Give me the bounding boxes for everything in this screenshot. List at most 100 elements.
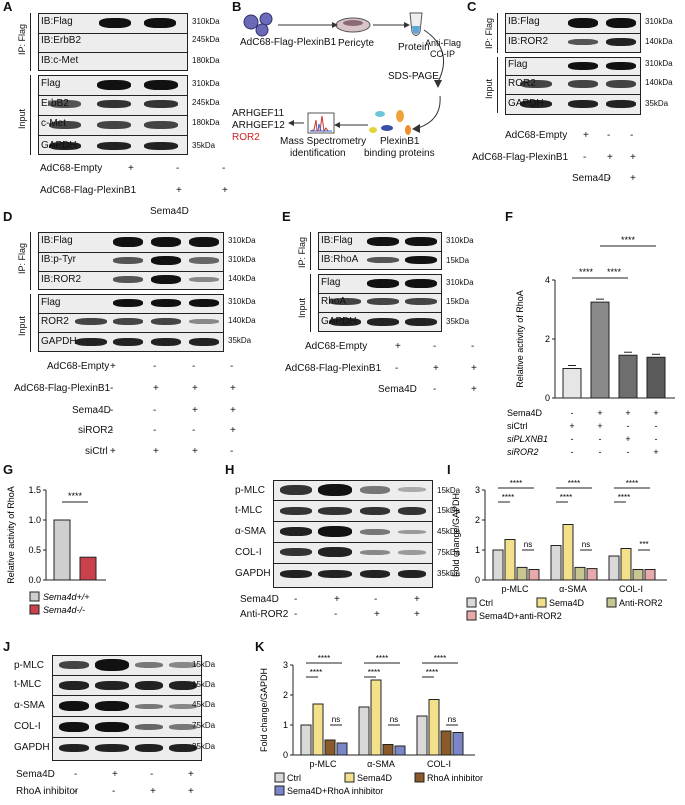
bar bbox=[586, 568, 598, 581]
marker-label: 180kDa bbox=[192, 56, 220, 65]
chart-g: 0.0 0.5 1.0 1.5 Relative activity of RhoA ***… bbox=[6, 485, 106, 615]
marker-label: 35kDa bbox=[446, 317, 470, 326]
sig-label: ns bbox=[582, 540, 590, 549]
marker-label: 140kDa bbox=[645, 78, 673, 87]
bar bbox=[312, 703, 324, 756]
legend-label: Sema4d-/- bbox=[43, 605, 85, 615]
row-label: Flag bbox=[41, 78, 61, 89]
sig-label: **** bbox=[607, 267, 622, 277]
y-axis-label: Fold change/GAPDH bbox=[259, 668, 269, 752]
panel-c: IP: Flag Input IB:Flag IB:ROR2 Flag ROR2… bbox=[484, 13, 685, 118]
protein-label: Protein bbox=[398, 42, 430, 53]
cond-label: Sema4D bbox=[150, 206, 189, 217]
panel-letter-b: B bbox=[232, 0, 242, 14]
sig-label: ns bbox=[332, 715, 340, 724]
marker-label: 245kDa bbox=[192, 35, 220, 44]
bar bbox=[618, 354, 638, 399]
legend-swatch bbox=[466, 610, 477, 621]
row-label: t-MLC bbox=[14, 679, 42, 690]
sig-label: **** bbox=[560, 493, 572, 502]
panel-letter-c: C bbox=[467, 0, 477, 14]
sign: - bbox=[230, 446, 234, 457]
coip-label: CO-IP bbox=[430, 49, 456, 59]
legend-swatch bbox=[274, 772, 285, 783]
sign: + bbox=[192, 405, 198, 416]
x-tick-label: α-SMA bbox=[367, 759, 395, 769]
marker-label: 35kDa bbox=[192, 742, 216, 751]
sig-label: **** bbox=[426, 668, 438, 677]
sign: + bbox=[625, 408, 630, 418]
input-blot-d bbox=[38, 294, 224, 352]
bar bbox=[394, 745, 406, 756]
bar bbox=[300, 724, 312, 756]
sign: - bbox=[74, 769, 78, 780]
blot-j bbox=[52, 655, 202, 761]
sig-label: **** bbox=[626, 479, 638, 488]
ip-label: IP: Flag bbox=[17, 23, 27, 55]
marker-label: 45kDa bbox=[437, 527, 461, 536]
sign: - bbox=[222, 163, 226, 174]
cond-label: Sema4D bbox=[72, 405, 111, 416]
row-label: p-MLC bbox=[14, 660, 45, 671]
row-label: GAPDH bbox=[41, 140, 77, 151]
sign: - bbox=[571, 447, 574, 457]
sig-label: **** bbox=[434, 654, 446, 663]
marker-label: 75kDa bbox=[192, 721, 216, 730]
panel-letter-i: I bbox=[447, 462, 451, 477]
sign: - bbox=[599, 447, 602, 457]
bar bbox=[620, 548, 632, 581]
y-tick-label: 0 bbox=[283, 750, 288, 760]
sign: + bbox=[597, 408, 602, 418]
bar bbox=[416, 715, 428, 756]
chart-f: 0 2 4 Relative activity of RhoA **** **** ****… bbox=[507, 235, 675, 457]
legend-label: Sema4d+/+ bbox=[43, 592, 90, 602]
row-label: GAPDH bbox=[508, 98, 544, 109]
arrow bbox=[423, 29, 445, 83]
sign: - bbox=[433, 341, 437, 352]
input-blot-a bbox=[38, 75, 188, 155]
marker-label: 35kDa bbox=[645, 99, 669, 108]
sign: - bbox=[153, 405, 157, 416]
y-tick-label: 1 bbox=[283, 720, 288, 730]
input-blot-e bbox=[318, 274, 442, 332]
cond-label: Sema4D bbox=[240, 594, 279, 605]
bar bbox=[324, 739, 336, 756]
cond-label: Sema4D bbox=[572, 173, 611, 184]
marker-label: 310kDa bbox=[228, 236, 256, 245]
marker-label: 310kDa bbox=[192, 17, 220, 26]
x-tick-label: COL-I bbox=[619, 584, 643, 594]
cond-label: AdC68-Flag-PlexinB1 bbox=[40, 185, 137, 196]
sign: - bbox=[192, 425, 196, 436]
bar bbox=[428, 699, 440, 756]
bar bbox=[632, 569, 644, 581]
row-label: IB:c-Met bbox=[41, 55, 79, 66]
virus-label: AdC68-Flag-PlexinB1 bbox=[240, 37, 337, 48]
panel-a: IP: Flag Input IB:Flag IB:ErbB2 IB:c-Met… bbox=[17, 13, 242, 155]
bar bbox=[358, 706, 370, 756]
input-blot-c bbox=[505, 57, 641, 115]
bar bbox=[528, 569, 540, 581]
marker-label: 15kDa bbox=[446, 256, 470, 265]
hit-label: ARHGEF12 bbox=[232, 120, 285, 131]
bar bbox=[452, 732, 464, 756]
row-label: α-SMA bbox=[14, 700, 45, 711]
bar bbox=[516, 566, 528, 581]
sign: - bbox=[110, 383, 114, 394]
cond-label: AdC68-Empty bbox=[505, 130, 568, 141]
sig-label: **** bbox=[510, 479, 522, 488]
legend-label: Sema4D bbox=[357, 773, 393, 783]
row-label: c-Met bbox=[41, 118, 66, 129]
sign: + bbox=[607, 152, 613, 163]
sign: + bbox=[153, 446, 159, 457]
sign: + bbox=[192, 446, 198, 457]
panel-e: IP: Flag Input IB:Flag IB:RhoA Flag RhoA… bbox=[297, 232, 490, 334]
bar bbox=[644, 569, 656, 581]
cond-label: Sema4D bbox=[507, 408, 543, 418]
bar bbox=[550, 545, 562, 581]
sign: + bbox=[150, 786, 156, 797]
ip-blot-a bbox=[38, 13, 188, 71]
sign: + bbox=[230, 405, 236, 416]
sign: + bbox=[176, 185, 182, 196]
y-tick-label: 2 bbox=[545, 334, 550, 344]
sign: - bbox=[571, 408, 574, 418]
